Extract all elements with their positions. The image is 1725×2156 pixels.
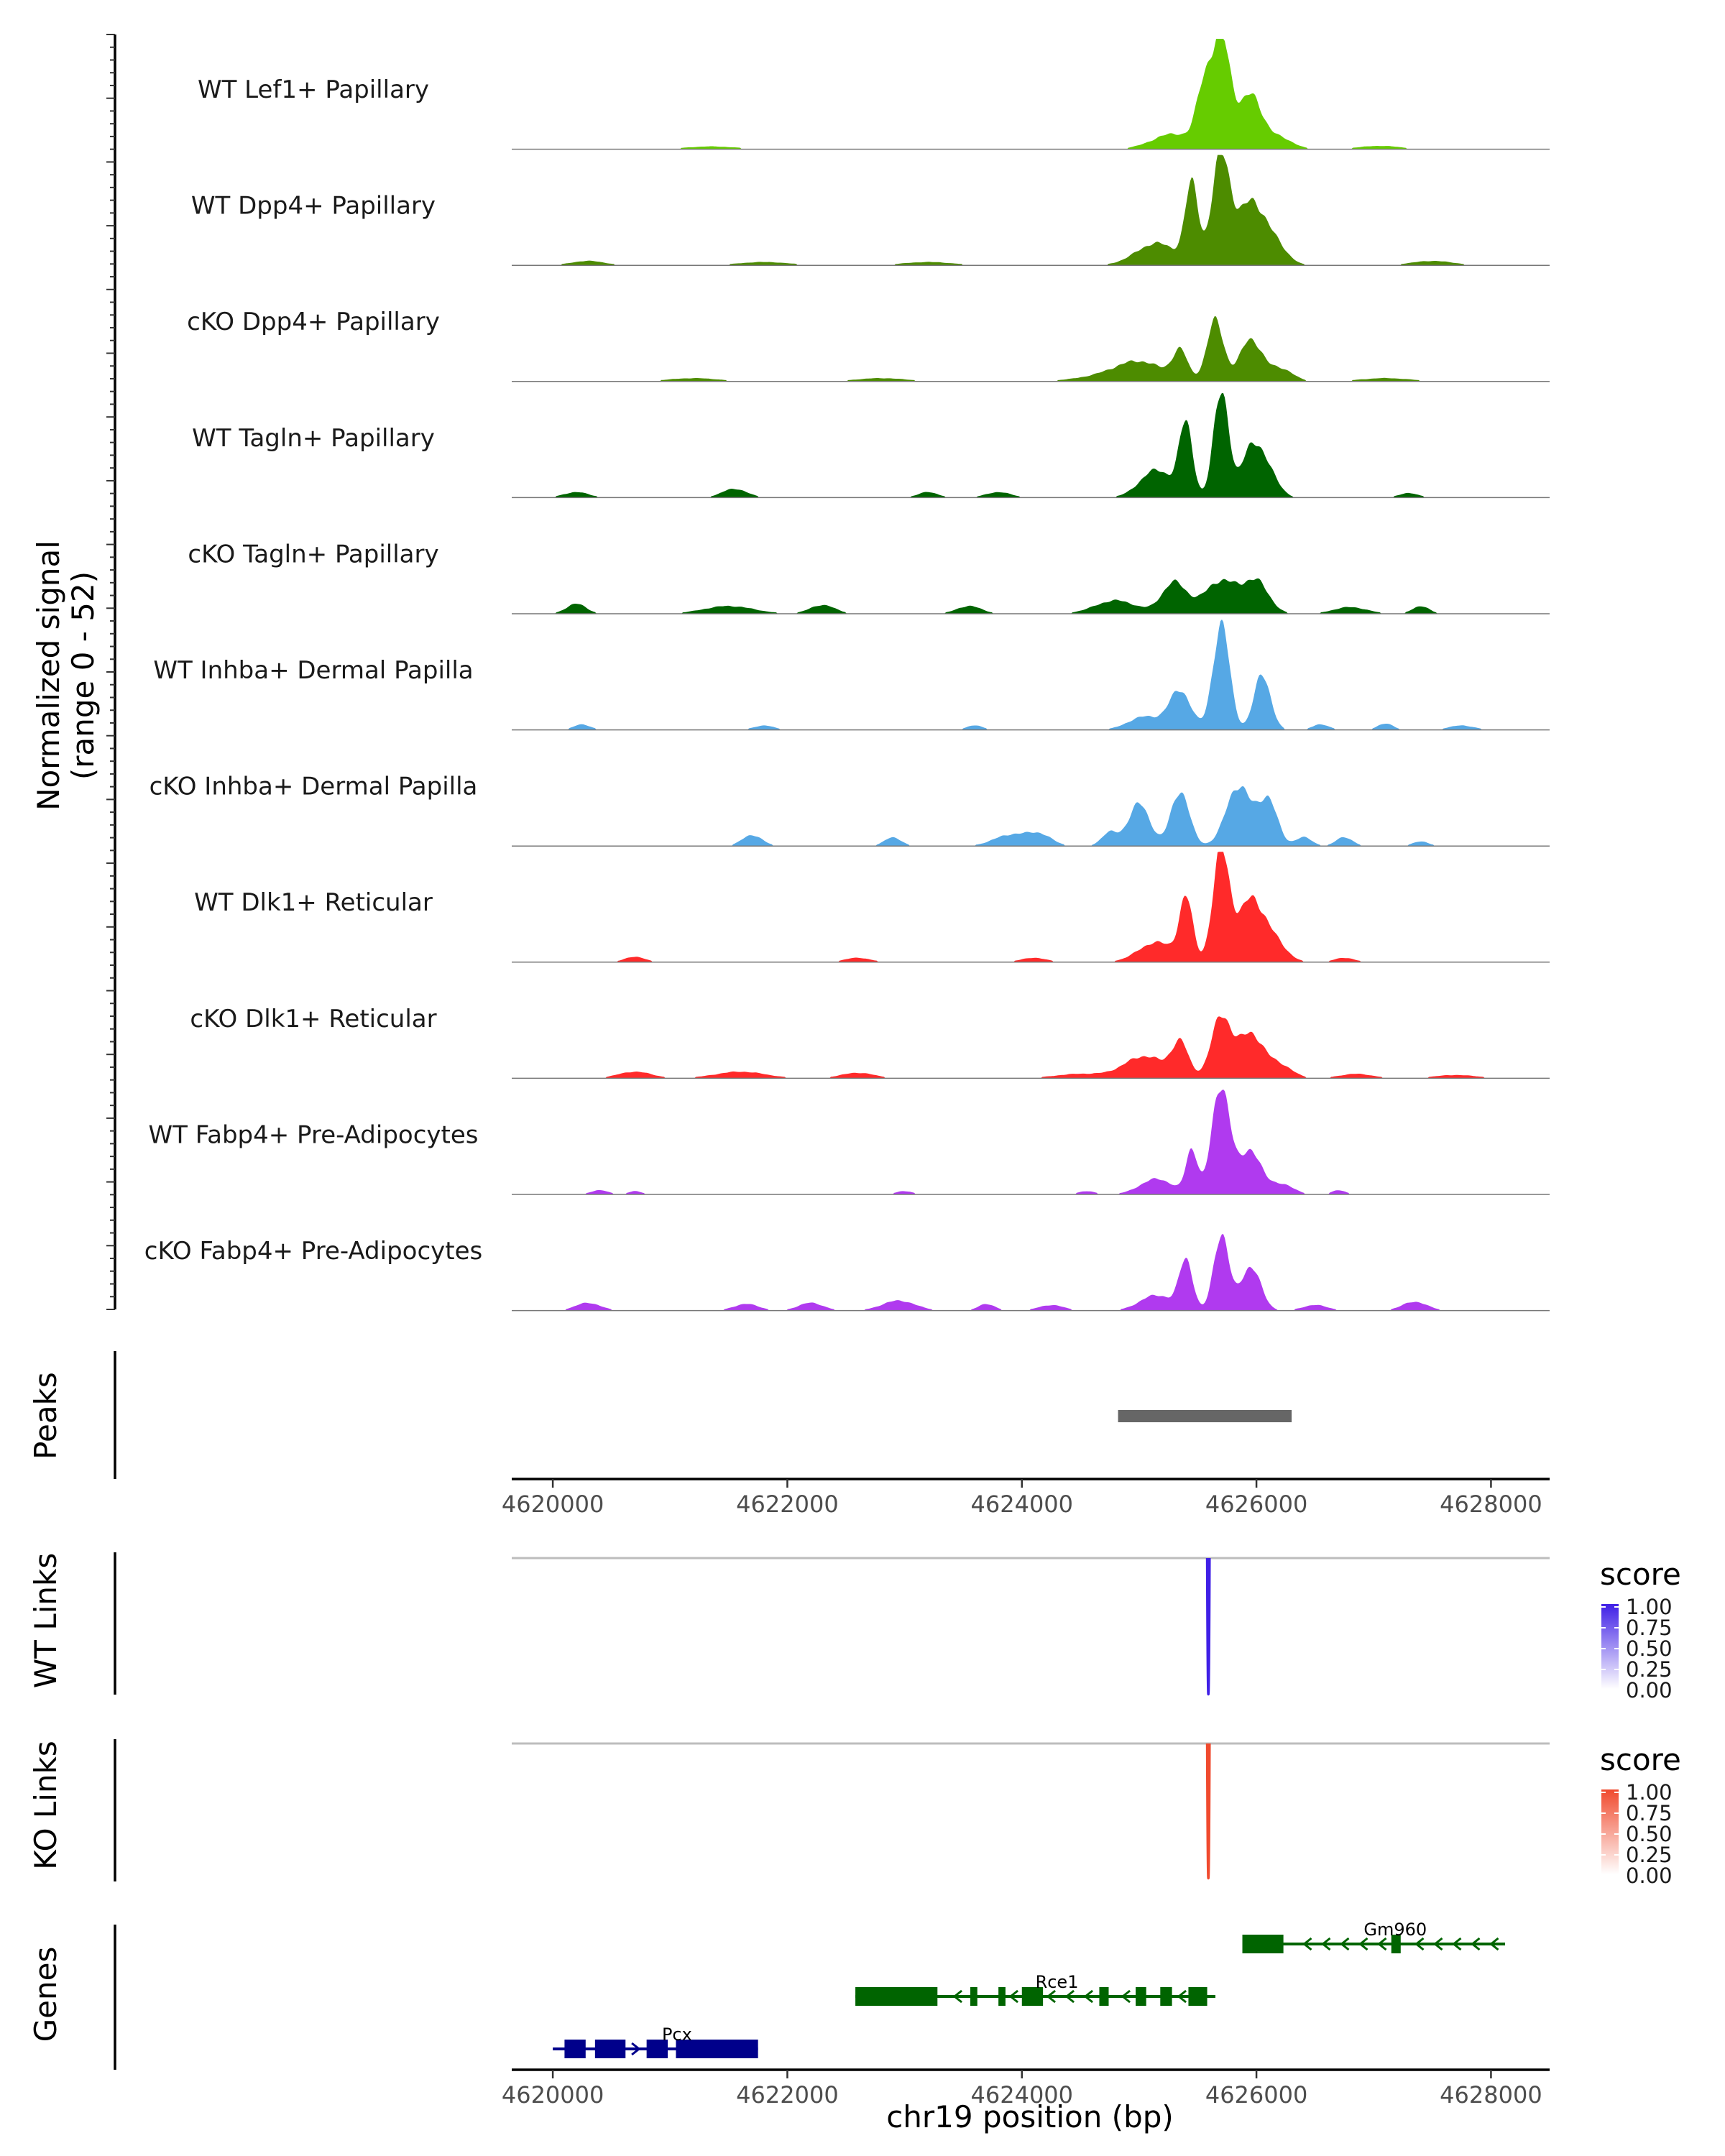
legend-tick-label-1: 0.75 [1626,1801,1673,1825]
gene-exon-1-4 [1099,1987,1109,2006]
gene-strand-arrow [1083,1989,1094,2004]
x-axis-upper-tick-label: 4628000 [1440,1491,1542,1518]
legend-colorbar-1 [1601,1789,1619,1874]
coverage-y-label-line1: Normalized signal [31,540,66,811]
legend-colorbar-0 [1601,1604,1619,1689]
track-label-2: cKO Dpp4+ Papillary [187,308,440,336]
links-panel [114,1552,1550,1881]
gene-strand-arrow [1414,1937,1425,1951]
legend-tick-label-1: 0.25 [1626,1843,1673,1867]
score-legends: score1.000.750.500.250.00score1.000.750.… [1600,1557,1681,1888]
track-label-0: WT Lef1+ Papillary [198,75,429,104]
legend-tick-label-0: 0.50 [1626,1636,1673,1661]
track-label-9: WT Fabp4+ Pre-Adipocytes [149,1120,479,1149]
gene-exon-1-2 [998,1987,1006,2006]
gene-label-2: Pcx [662,2024,692,2045]
gene-strand-arrow [1433,1937,1443,1951]
link-arc-0-0 [1205,1557,1211,1695]
x-axis-upper-tick-label: 4622000 [736,1491,839,1518]
gene-exon-1-7 [1188,1987,1208,2006]
gene-exon-0-0 [1242,1935,1284,1953]
gene-strand-arrow [1177,1989,1187,2004]
legend-tick-label-0: 1.00 [1626,1595,1673,1619]
x-axis-lower-tick-label: 4624000 [971,2081,1074,2109]
coverage-y-label-line2: (range 0 - 52) [65,571,101,780]
gene-strand-arrow [1321,1937,1331,1951]
gene-label-0: Gm960 [1363,1920,1427,1940]
legend-tick-label-0: 0.75 [1626,1616,1673,1640]
gene-strand-arrow [952,1989,963,2004]
x-axis-lower-tick-label: 4620000 [502,2081,604,2109]
gene-strand-arrow [1302,1937,1312,1951]
track-label-10: cKO Fabp4+ Pre-Adipocytes [144,1237,483,1266]
gene-strand-arrow [1008,1989,1019,2004]
gene-strand-arrow [1377,1937,1387,1951]
gene-exon-1-6 [1160,1987,1172,2006]
coverage-area-5 [512,619,1550,730]
link-arc-1-0 [1205,1743,1211,1879]
track-label-7: WT Dlk1+ Reticular [194,888,433,917]
gene-strand-arrow [1064,1989,1075,2004]
coverage-area-8 [512,1016,1550,1079]
coverage-area-1 [512,155,1550,266]
x-axis-lower-tick-label: 4622000 [736,2081,839,2109]
gene-exon-1-0 [855,1987,938,2006]
coverage-area-9 [512,1089,1550,1194]
gene-exon-2-1 [594,2040,626,2058]
gene-exon-0-1 [1391,1935,1401,1953]
gene-exon-2-2 [646,2040,668,2058]
wt-links-label: WT Links [28,1553,63,1688]
x-axis-lower-tick-label: 4626000 [1205,2081,1308,2109]
x-axis-upper-tick-label: 4624000 [971,1491,1074,1518]
coverage-area-10 [512,1234,1550,1311]
gene-strand-arrow [1471,1937,1481,1951]
coverage-area-7 [512,852,1550,962]
peaks-panel [114,1351,1292,1479]
gene-exon-1-5 [1136,1987,1146,2006]
legend-tick-label-0: 0.00 [1626,1678,1673,1703]
gene-exon-2-3 [676,2040,758,2058]
track-label-3: WT Tagln+ Papillary [192,424,435,453]
legend-tick-label-1: 1.00 [1626,1780,1673,1805]
gene-strand-arrow [1340,1937,1350,1951]
track-label-5: WT Inhba+ Dermal Papilla [153,656,473,685]
peak-bar-0 [1118,1410,1292,1422]
x-axis-upper-tick-label: 4620000 [502,1491,604,1518]
coverage-area-4 [512,578,1550,614]
x-axis-lower-tick-label: 4628000 [1440,2081,1542,2109]
gene-exon-1-3 [1021,1987,1044,2006]
ko-links-label: KO Links [28,1741,63,1870]
track-label-4: cKO Tagln+ Papillary [188,540,438,568]
gene-exon-1-1 [970,1987,978,2006]
gene-strand-arrow [1046,1989,1057,2004]
gene-exon-2-0 [564,2040,586,2058]
coverage-area-0 [512,39,1550,149]
x-axis-upper-tick-label: 4626000 [1205,1491,1308,1518]
coverage-area-2 [512,315,1550,382]
gene-strand-arrow [1358,1937,1368,1951]
legend-tick-label-1: 0.00 [1626,1864,1673,1888]
gene-strand-arrow [631,2042,641,2056]
track-label-8: cKO Dlk1+ Reticular [190,1005,436,1033]
track-label-6: cKO Inhba+ Dermal Papilla [150,773,478,801]
legend-tick-label-1: 0.50 [1626,1822,1673,1846]
legend-tick-label-0: 0.25 [1626,1657,1673,1682]
gene-strand-arrow [1489,1937,1499,1951]
x-axis-upper: 4620000 4622000 4624000 4626000 4628000 [502,1478,1550,1518]
gene-strand-arrow [1121,1989,1131,2004]
track-label-1: WT Dpp4+ Papillary [191,192,436,221]
peaks-track-label: Peaks [28,1372,63,1460]
legend-title-1: score [1600,1742,1681,1777]
coverage-area-6 [512,786,1550,847]
genes-track-label: Genes [28,1947,63,2042]
x-axis-title: chr19 position (bp) [886,2099,1174,2134]
genes-panel: Gm960 Rce1 Pcx [114,1920,1505,2070]
gene-strand-arrow [1452,1937,1462,1951]
coverage-area-3 [512,392,1550,498]
legend-title-0: score [1600,1557,1681,1592]
gene-label-1: Rce1 [1036,1972,1079,1992]
x-axis-lower: 4620000 4622000 4624000 4626000 4628000 [502,2068,1550,2109]
coverage-panel: WT Lef1+ Papillary WT Dpp4+ Papillary cKO … [106,34,1550,1312]
